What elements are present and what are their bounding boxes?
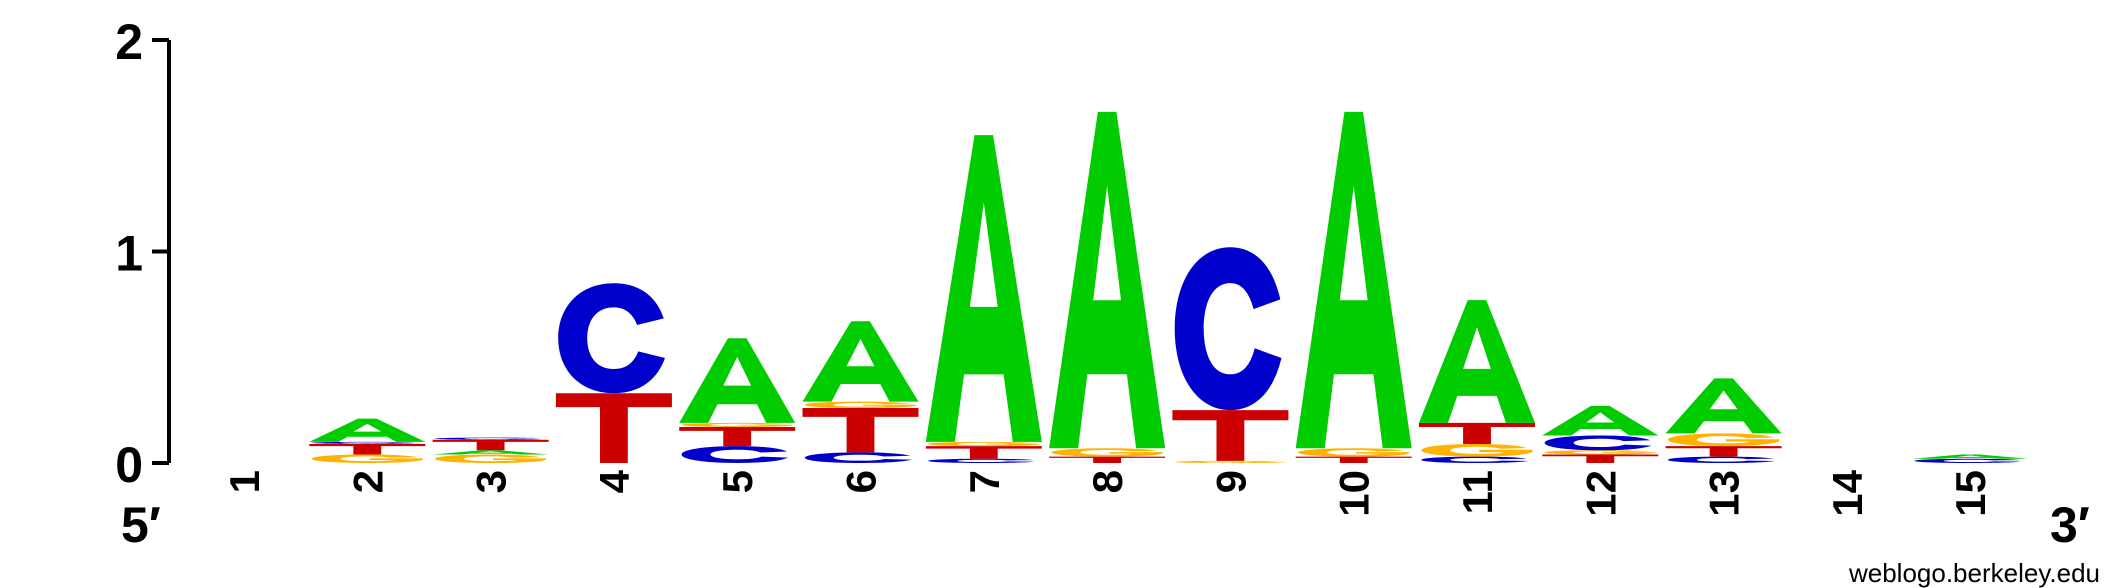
letter-G-pos-7 bbox=[928, 441, 1040, 447]
stack-position-11 bbox=[1419, 300, 1535, 463]
x-tick-label: 6 bbox=[838, 470, 885, 493]
letter-A-pos-8 bbox=[1049, 111, 1166, 449]
x-tick-labels: 1 2 3 4 5 6 7 8 9 10 11 12 13 14 15 bbox=[221, 469, 1994, 516]
letter-T-pos-13 bbox=[1665, 446, 1782, 457]
letter-A-pos-5 bbox=[679, 338, 796, 423]
letter-C-pos-12 bbox=[1544, 435, 1652, 451]
x-tick-label: 4 bbox=[591, 469, 638, 493]
stack-position-12 bbox=[1542, 405, 1659, 463]
letter-C-pos-11 bbox=[1421, 456, 1529, 463]
x-tick-label: 8 bbox=[1084, 470, 1131, 493]
letter-G-pos-11 bbox=[1421, 443, 1533, 457]
credit-text: weblogo.berkeley.edu bbox=[1848, 558, 2100, 588]
letter-T-pos-8 bbox=[1049, 456, 1166, 463]
letter-C-pos-2 bbox=[311, 441, 419, 444]
x-tick-label: 10 bbox=[1331, 470, 1378, 517]
x-tick-label: 12 bbox=[1577, 470, 1624, 517]
stack-position-8 bbox=[1049, 111, 1166, 463]
stack-position-4 bbox=[555, 283, 672, 463]
stack-position-9 bbox=[1172, 247, 1289, 463]
stack-position-10 bbox=[1295, 111, 1412, 463]
letter-C-pos-5 bbox=[681, 446, 789, 463]
y-tick-label: 1 bbox=[115, 226, 143, 282]
x-tick-label: 5 bbox=[714, 470, 761, 493]
letter-T-pos-5 bbox=[679, 427, 796, 447]
letter-A-pos-10 bbox=[1295, 111, 1412, 449]
letter-A-pos-3 bbox=[432, 450, 549, 455]
letter-T-pos-2 bbox=[309, 443, 426, 455]
letter-C-pos-13 bbox=[1667, 456, 1775, 463]
letter-G-pos-9 bbox=[1174, 460, 1287, 463]
letter-T-pos-4 bbox=[555, 393, 672, 463]
letter-G-pos-3 bbox=[434, 454, 547, 463]
x-tick-label: 14 bbox=[1824, 469, 1871, 516]
x-tick-label: 7 bbox=[961, 470, 1008, 493]
letter-stacks bbox=[309, 111, 2029, 463]
stack-position-3 bbox=[432, 437, 549, 463]
three-prime-label: 3′ bbox=[2050, 497, 2090, 553]
letter-T-pos-3 bbox=[432, 439, 549, 451]
letter-A-pos-7 bbox=[925, 135, 1042, 442]
letter-G-pos-13 bbox=[1667, 433, 1780, 447]
letter-C-pos-7 bbox=[928, 458, 1035, 463]
letter-C-pos-15 bbox=[1914, 458, 2022, 463]
x-tick-label: 9 bbox=[1207, 470, 1254, 493]
letter-T-pos-10 bbox=[1295, 456, 1412, 463]
letter-C-pos-9 bbox=[1174, 247, 1282, 411]
stack-position-7 bbox=[925, 135, 1042, 463]
letter-G-pos-5 bbox=[681, 422, 793, 428]
letter-G-pos-8 bbox=[1051, 448, 1163, 457]
x-tick-label: 13 bbox=[1701, 470, 1748, 517]
x-tick-label: 15 bbox=[1947, 470, 1994, 517]
x-tick-label: 2 bbox=[344, 470, 391, 493]
stack-position-13 bbox=[1665, 378, 1782, 463]
letter-A-pos-6 bbox=[802, 321, 919, 402]
letter-C-pos-6 bbox=[804, 452, 912, 463]
x-tick-label: 3 bbox=[468, 470, 515, 493]
stack-position-6 bbox=[802, 321, 919, 463]
letter-C-pos-4 bbox=[558, 283, 665, 394]
letter-A-pos-13 bbox=[1665, 378, 1782, 434]
letter-G-pos-6 bbox=[804, 401, 917, 409]
stack-position-2 bbox=[309, 418, 426, 463]
letter-A-pos-12 bbox=[1542, 405, 1659, 436]
y-ticks: 0 1 2 bbox=[115, 14, 169, 493]
letter-A-pos-11 bbox=[1419, 300, 1535, 423]
letter-C-pos-3 bbox=[434, 437, 542, 440]
letter-T-pos-11 bbox=[1419, 422, 1535, 444]
letter-G-pos-10 bbox=[1298, 448, 1410, 457]
y-tick-label: 0 bbox=[115, 437, 143, 493]
letter-A-pos-15 bbox=[1912, 454, 2029, 459]
y-tick-label: 2 bbox=[115, 14, 143, 70]
letter-T-pos-7 bbox=[925, 446, 1042, 459]
stack-position-15 bbox=[1912, 454, 2029, 463]
letter-T-pos-6 bbox=[802, 408, 919, 453]
letter-A-pos-2 bbox=[309, 418, 426, 442]
stack-position-5 bbox=[679, 338, 796, 463]
letter-T-pos-9 bbox=[1172, 410, 1289, 461]
x-tick-label: 1 bbox=[221, 470, 268, 493]
letter-G-pos-12 bbox=[1544, 450, 1656, 455]
letter-T-pos-12 bbox=[1542, 454, 1659, 463]
letter-G-pos-2 bbox=[311, 454, 423, 463]
five-prime-label: 5′ bbox=[121, 497, 161, 553]
x-tick-label: 11 bbox=[1454, 470, 1501, 514]
